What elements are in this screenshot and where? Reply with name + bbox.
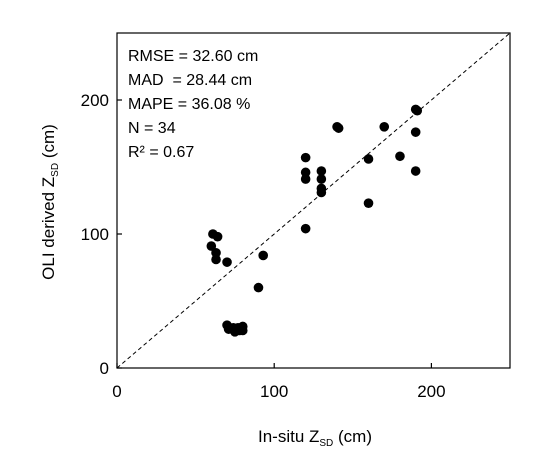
data-point <box>363 154 374 164</box>
data-point <box>211 247 221 258</box>
data-point <box>300 223 311 234</box>
data-point <box>410 166 421 176</box>
data-point <box>300 167 311 178</box>
data-point <box>316 187 327 198</box>
data-point <box>212 231 223 242</box>
plot-frame <box>116 32 511 369</box>
data-point <box>410 127 421 137</box>
data-point <box>379 122 390 132</box>
y-tick-label: 100 <box>81 225 109 244</box>
x-axis-label-unit: (cm) <box>333 427 372 446</box>
data-point <box>211 254 221 265</box>
stat-line: R² = 0.67 <box>128 144 194 161</box>
data-point <box>363 198 374 208</box>
x-axis-label: In-situ ZSD (cm) <box>258 427 372 449</box>
x-axis-label-subscript: SD <box>319 438 333 449</box>
y-axis-label-unit: (cm) <box>39 124 58 163</box>
data-point <box>253 282 264 293</box>
x-tick-label: 200 <box>417 382 445 401</box>
stat-line: RMSE = 32.60 cm <box>128 48 258 65</box>
data-point <box>316 174 327 184</box>
stat-line: MAD = 28.44 cm <box>128 72 252 89</box>
data-point <box>412 105 423 116</box>
y-axis-label-main: OLI derived Z <box>39 177 58 280</box>
y-axis-label: OLI derived ZSD (cm) <box>39 124 61 280</box>
stats-annotation: RMSE = 32.60 cm MAD = 28.44 cm MAPE = 36.0… <box>128 48 258 161</box>
data-point <box>258 250 268 261</box>
data-point <box>300 152 311 163</box>
data-point <box>206 241 217 251</box>
one-to-one-line <box>116 32 511 369</box>
data-point <box>222 257 232 267</box>
data-point <box>316 166 327 176</box>
data-point <box>237 325 248 336</box>
stat-line: MAPE = 36.08 % <box>128 96 250 113</box>
data-point <box>395 151 405 162</box>
data-point <box>333 123 344 133</box>
plot-area: 0 100 200 0 100 200 <box>81 32 511 401</box>
y-tick-label: 0 <box>100 359 109 378</box>
x-tick-label: 0 <box>112 382 121 401</box>
data-point <box>300 174 311 184</box>
stat-line: N = 34 <box>128 120 176 137</box>
x-tick-label: 100 <box>260 382 288 401</box>
x-axis-label-main: In-situ Z <box>258 427 319 446</box>
y-tick-label: 200 <box>81 91 109 110</box>
y-axis-label-subscript: SD <box>50 163 61 177</box>
